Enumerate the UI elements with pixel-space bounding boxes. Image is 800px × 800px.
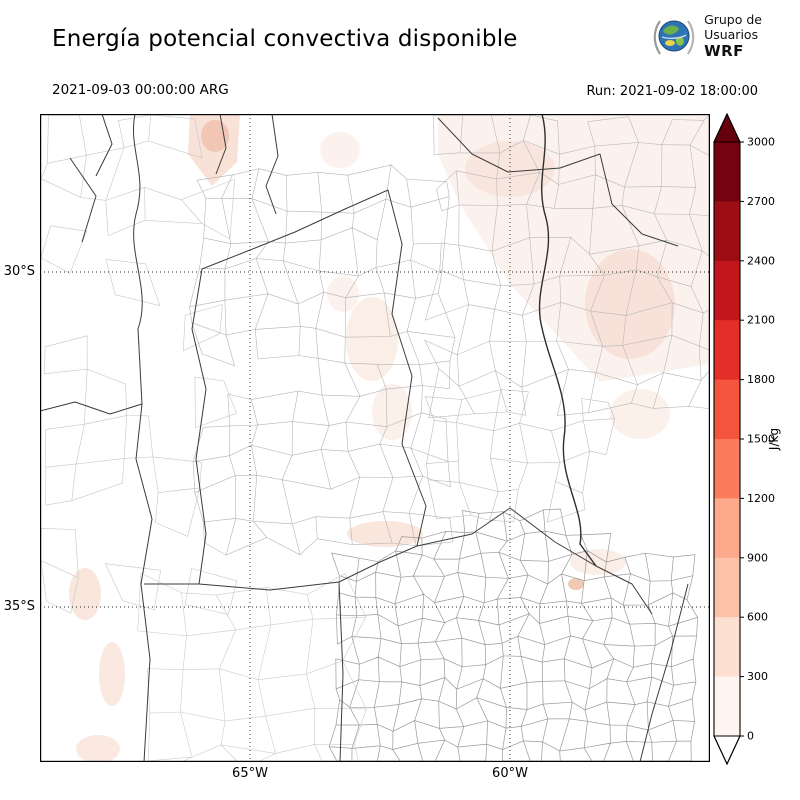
graticule (40, 114, 710, 762)
colorbar-tick-label: 2400 (747, 254, 775, 267)
run-time-label: Run: 2021-09-02 18:00:00 (586, 84, 758, 99)
colorbar-segment (714, 498, 740, 559)
province-boundaries (40, 114, 689, 762)
logo-text: Grupo de Usuarios WRF (704, 12, 762, 60)
colorbar-tick-label: 0 (747, 730, 754, 743)
cape-shading (69, 114, 710, 762)
logo-line2: Usuarios (704, 27, 759, 42)
department-mesh-santafe-south (424, 389, 616, 523)
colorbar-tick-label: 600 (747, 611, 768, 624)
wrf-group-logo: Grupo de Usuarios WRF (651, 12, 762, 60)
logo-wrf: WRF (704, 42, 744, 60)
colorbar-segment (714, 676, 740, 737)
colorbar-tick-label: 2100 (747, 314, 775, 327)
colorbar-under-arrow (713, 735, 741, 766)
lon-label-65w: 65°W (232, 766, 268, 781)
map-frame (40, 114, 710, 762)
colorbar-tick-label: 900 (747, 551, 768, 564)
globe-logo-icon (653, 20, 695, 55)
colorbar-tick-label: 3000 (747, 136, 775, 149)
colorbar-tick-label: 1500 (747, 433, 775, 446)
valid-time-label: 2021-09-03 00:00:00 ARG (52, 82, 229, 98)
department-mesh-west (40, 114, 238, 615)
colorbar-segment (714, 557, 740, 618)
colorbar-segment (714, 379, 740, 440)
department-mesh-center (189, 164, 456, 556)
colorbar-tick-label: 2700 (747, 195, 775, 208)
colorbar-tick-label: 300 (747, 670, 768, 683)
colorbar-segment (714, 617, 740, 678)
colorbar-segment (714, 142, 740, 202)
logo-line1: Grupo de (704, 12, 762, 27)
colorbar-tick-label: 1200 (747, 492, 775, 505)
colorbar-unit-label: J/kg (767, 428, 781, 451)
colorbar-segment (714, 320, 740, 381)
colorbar-tick-label: 1800 (747, 373, 775, 386)
page-title: Energía potencial convectiva disponible (52, 26, 518, 52)
colorbar-over-arrow (713, 112, 741, 143)
colorbar-segment (714, 201, 740, 262)
department-mesh-lapampa (137, 572, 367, 762)
lon-label-60w: 60°W (492, 766, 528, 781)
lat-label-30s: 30°S (3, 264, 35, 279)
map-panel (40, 114, 710, 762)
colorbar-segment (714, 439, 740, 499)
department-mesh-northeast (423, 114, 710, 419)
colorbar-segments (714, 142, 740, 737)
lat-label-35s: 35°S (3, 599, 35, 614)
colorbar-segment (714, 260, 740, 321)
map-canvas (40, 114, 710, 762)
